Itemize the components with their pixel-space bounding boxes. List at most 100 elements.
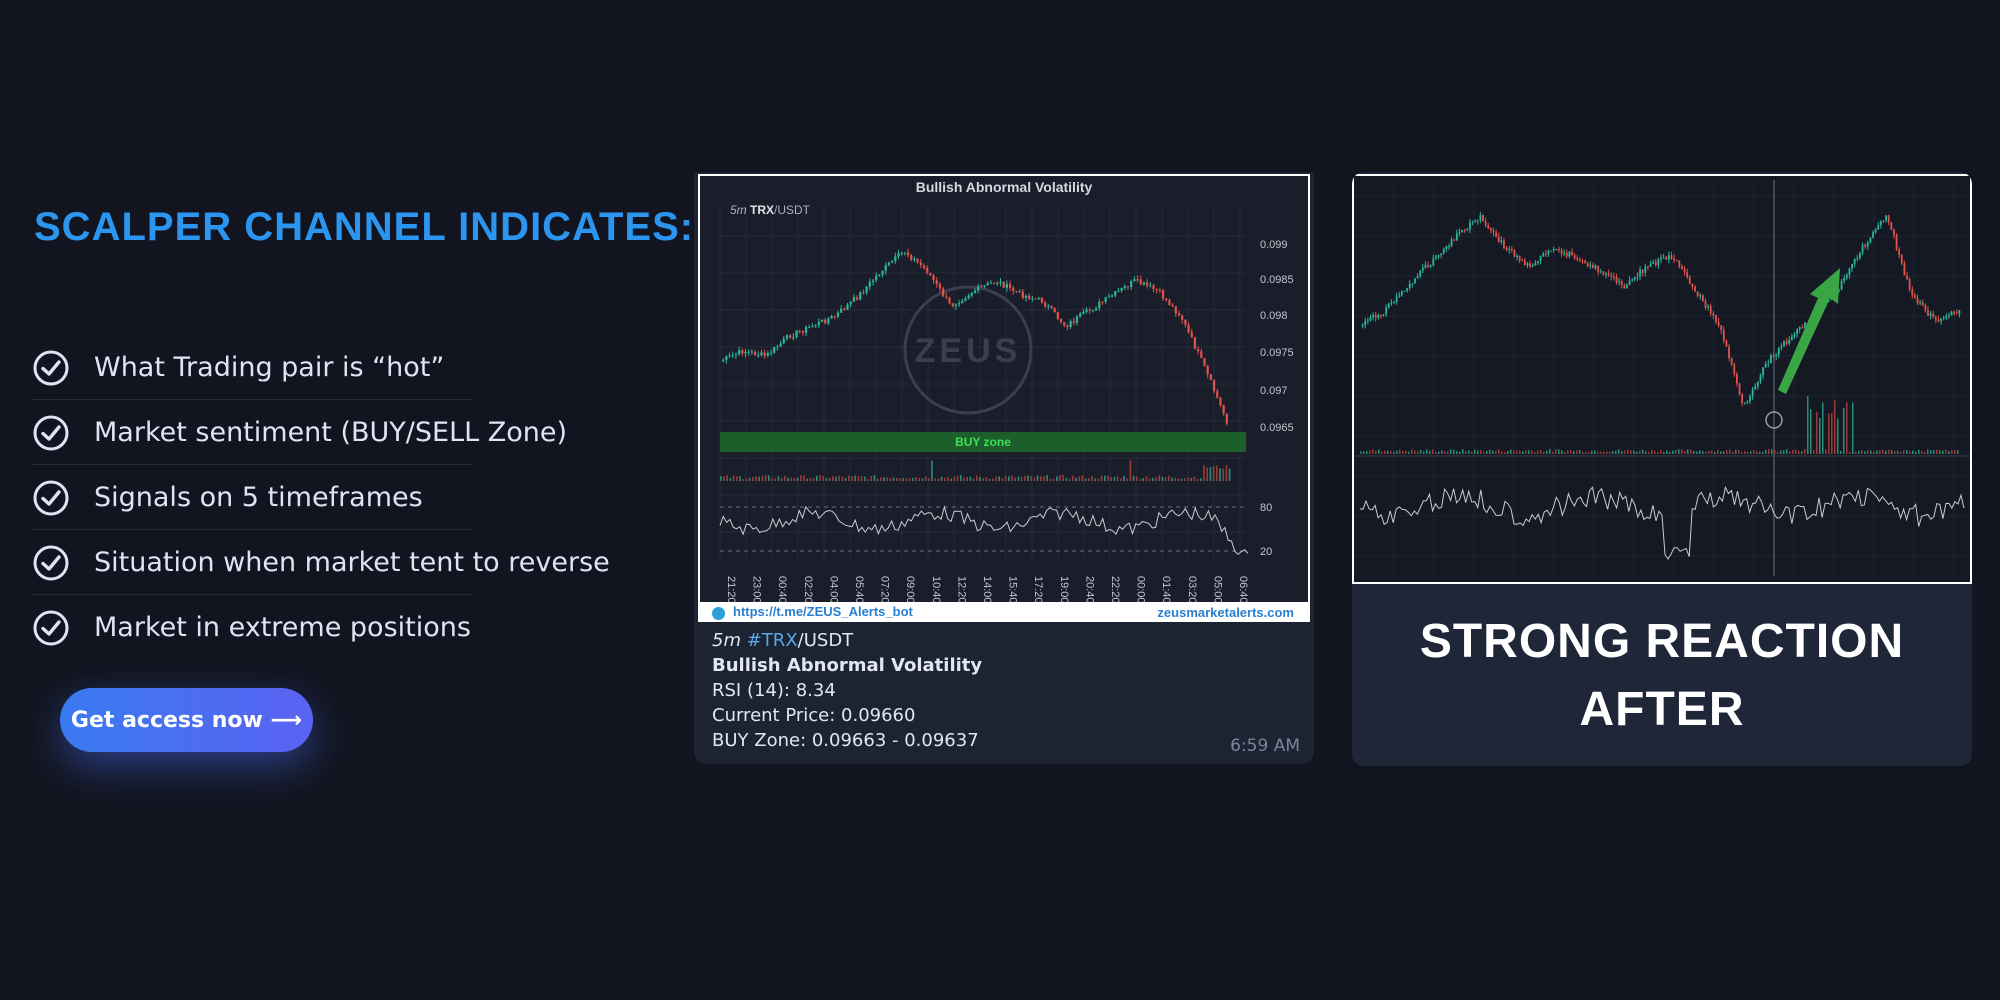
volume-bar: [1486, 450, 1488, 454]
volume-bar: [1423, 451, 1425, 454]
volume-bar: [1585, 451, 1587, 454]
candle-body: [1403, 290, 1406, 292]
x-tick: 15:40: [1007, 576, 1019, 604]
candle-body: [1101, 301, 1104, 303]
candle-body: [1442, 248, 1445, 254]
volume-bar: [1408, 451, 1410, 454]
price-candles: [1361, 211, 1961, 407]
candle-body: [1482, 215, 1484, 222]
volume-bar: [995, 476, 997, 481]
volume-bar: [1828, 413, 1830, 454]
candle-body: [1531, 265, 1534, 267]
volume-bar: [832, 476, 834, 481]
volume-bar: [953, 476, 956, 481]
volume-bar: [960, 475, 962, 481]
candle-body: [1177, 313, 1181, 316]
volume-bar: [1807, 395, 1809, 454]
candle-body: [1898, 249, 1901, 255]
volume-bar: [1405, 450, 1407, 454]
volume-bar: [729, 477, 732, 481]
y-tick: 0.097: [1260, 385, 1288, 397]
x-tick: 23:00: [751, 576, 763, 604]
volume-bar: [1024, 475, 1026, 481]
candle-body: [1471, 221, 1474, 223]
volume-bar: [1864, 451, 1866, 454]
message-hashtag[interactable]: #TRX: [746, 630, 798, 651]
candle-body: [1206, 365, 1209, 375]
candle-body: [1937, 319, 1940, 322]
candle-body: [1573, 255, 1576, 259]
volume-bar: [720, 476, 722, 481]
volume-bar: [1504, 451, 1506, 454]
candle-body: [1783, 341, 1785, 347]
candle-body: [1906, 275, 1908, 280]
volume-bar: [1429, 450, 1431, 454]
bot-link-text: https://t.me/ZEUS_Alerts_bot: [733, 604, 913, 620]
candle-body: [1851, 264, 1853, 269]
candle-body: [1216, 391, 1219, 398]
candle-body: [1380, 314, 1382, 316]
candle-body: [1110, 295, 1114, 297]
volume-bar: [790, 477, 792, 481]
candle-body: [945, 296, 948, 298]
volume-bar: [1855, 451, 1857, 454]
candle-body: [1474, 220, 1477, 222]
candle-body: [1877, 224, 1880, 230]
candle-body: [910, 255, 913, 260]
candle-body: [919, 262, 922, 266]
volume-bar: [857, 476, 860, 481]
candle-body: [1662, 257, 1665, 259]
candle-body: [776, 346, 779, 348]
volume-bar: [1555, 449, 1557, 454]
green-arrow-icon: [1778, 268, 1840, 394]
volume-bar: [1792, 449, 1794, 454]
volume-bar: [1552, 451, 1554, 454]
candle-body: [840, 308, 843, 313]
candle-body: [1079, 313, 1082, 317]
get-access-button[interactable]: Get access now ⟶: [60, 688, 313, 752]
x-tick: 10:40: [930, 576, 942, 604]
volume-bar: [979, 476, 981, 481]
candle-body: [1866, 242, 1869, 247]
candle-body: [798, 330, 801, 332]
candle-body: [1589, 264, 1592, 267]
volume-bar: [1462, 449, 1464, 454]
candle-body: [1932, 313, 1935, 318]
candle-body: [1953, 311, 1956, 314]
volume-bar: [1519, 450, 1521, 454]
y-tick: 0.0985: [1260, 274, 1294, 286]
bot-link[interactable]: https://t.me/ZEUS_Alerts_bot: [712, 604, 913, 620]
candle-body: [1667, 255, 1670, 260]
volume-bar: [1008, 476, 1010, 481]
volume-bar: [934, 478, 936, 481]
volume-bar: [780, 477, 783, 481]
volume-bar: [1927, 449, 1929, 454]
candle-body: [1107, 296, 1110, 298]
volume-bar: [1957, 450, 1959, 454]
website-link[interactable]: zeusmarketalerts.com: [1157, 604, 1294, 620]
volume-bar: [1203, 465, 1205, 481]
candle-body: [1395, 296, 1398, 302]
volume-bar: [1819, 418, 1821, 454]
volume-bar: [867, 478, 869, 481]
volume-bar: [1873, 451, 1875, 454]
volume-bar: [1744, 451, 1746, 454]
candle-body: [1181, 315, 1184, 320]
volume-bar: [1033, 477, 1036, 481]
volume-bar: [1912, 450, 1914, 454]
volume-bar: [1393, 451, 1395, 454]
candle-body: [1654, 262, 1657, 265]
candle-body: [750, 351, 753, 353]
candle-body: [1476, 220, 1479, 222]
volume-bar: [1720, 451, 1722, 454]
candle-body: [970, 292, 973, 296]
volume-bar: [838, 475, 840, 481]
candle-body: [763, 352, 766, 356]
candle-body: [894, 256, 897, 262]
volume-bar: [1771, 449, 1773, 454]
volume-bar: [1078, 476, 1080, 481]
candle-body: [1882, 220, 1885, 222]
volume-bar: [880, 477, 882, 481]
candle-body: [1633, 277, 1636, 280]
volume-bar: [1420, 449, 1422, 454]
